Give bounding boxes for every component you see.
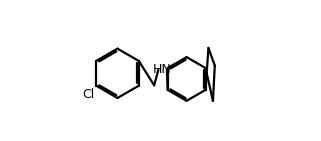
Text: HN: HN	[153, 63, 172, 76]
Text: Cl: Cl	[82, 88, 94, 101]
